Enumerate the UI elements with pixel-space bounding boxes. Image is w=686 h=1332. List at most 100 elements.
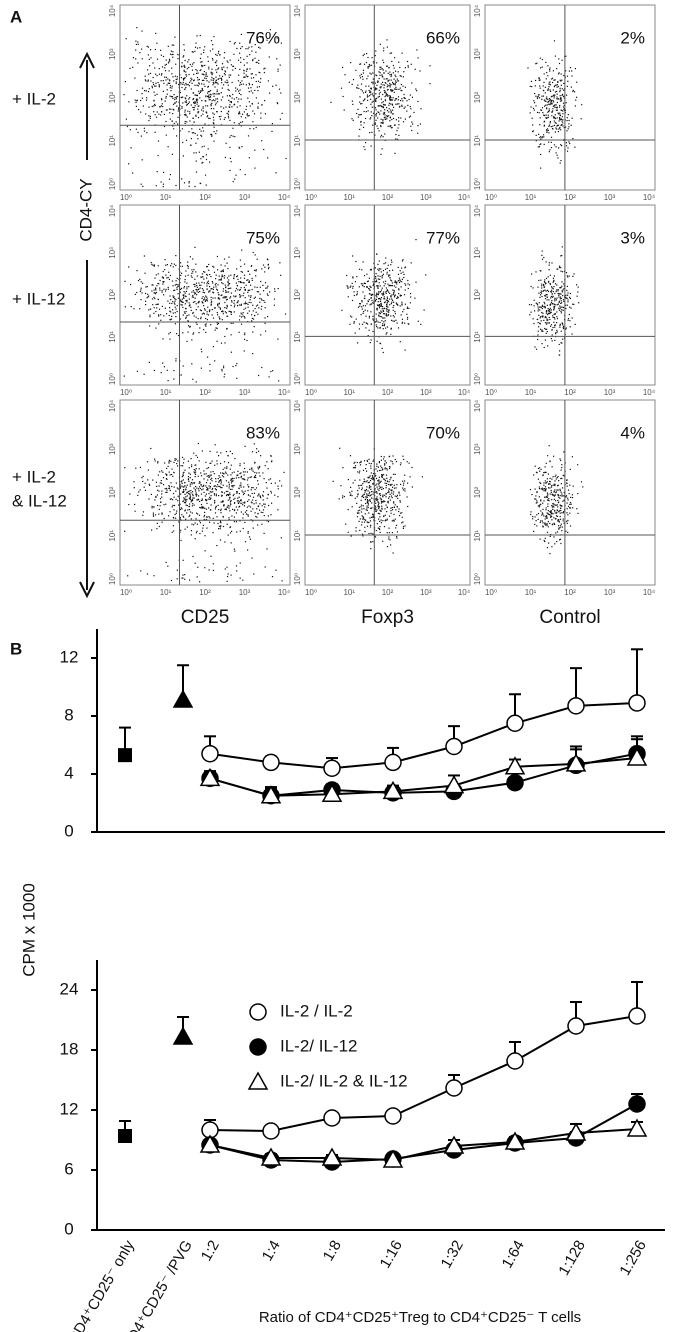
event-dot <box>192 294 194 297</box>
event-dot <box>224 117 226 119</box>
event-dot <box>150 447 152 450</box>
event-dot <box>536 318 538 320</box>
event-dot <box>262 284 264 286</box>
event-dot <box>232 127 234 129</box>
event-dot <box>180 493 182 495</box>
event-dot <box>367 110 369 112</box>
event-dot <box>210 299 212 301</box>
event-dot <box>209 474 211 476</box>
event-dot <box>267 316 269 318</box>
event-dot <box>248 301 250 303</box>
event-dot <box>372 460 374 462</box>
event-dot <box>374 505 377 507</box>
event-dot <box>234 290 237 292</box>
event-dot <box>383 72 385 74</box>
event-dot <box>392 493 394 495</box>
event-dot <box>379 497 381 499</box>
event-dot <box>182 472 184 474</box>
event-dot <box>389 274 391 276</box>
event-dot <box>153 506 155 508</box>
event-dot <box>407 66 409 68</box>
event-dot <box>187 102 190 105</box>
event-dot <box>558 147 560 149</box>
event-dot <box>370 91 372 93</box>
event-dot <box>355 530 357 532</box>
event-dot <box>193 291 195 293</box>
event-dot <box>239 113 241 115</box>
event-dot <box>252 318 255 320</box>
event-dot <box>531 273 533 275</box>
event-dot <box>535 520 537 522</box>
event-dot <box>172 53 174 55</box>
event-dot <box>393 487 396 489</box>
event-dot <box>393 91 395 93</box>
event-dot <box>170 108 172 110</box>
event-dot <box>376 509 378 511</box>
event-dot <box>225 312 227 314</box>
event-dot <box>143 255 145 257</box>
event-dot <box>214 485 216 487</box>
event-dot <box>146 286 148 288</box>
event-dot <box>270 482 272 484</box>
event-dot <box>230 292 233 294</box>
event-dot <box>538 77 540 79</box>
event-dot <box>166 264 168 266</box>
event-dot <box>205 299 207 301</box>
event-dot <box>255 80 257 83</box>
event-dot <box>193 269 195 271</box>
event-dot <box>535 63 537 65</box>
event-dot <box>348 81 350 83</box>
event-dot <box>397 266 399 268</box>
event-dot <box>574 68 576 70</box>
event-dot <box>237 301 239 303</box>
event-dot <box>167 276 169 279</box>
event-dot <box>160 54 162 56</box>
event-dot <box>220 294 222 297</box>
event-dot <box>550 295 552 298</box>
row-label: + IL-2 <box>12 89 56 108</box>
event-dot <box>258 493 260 495</box>
event-dot <box>183 286 186 288</box>
event-dot <box>381 68 383 70</box>
event-dot <box>388 481 390 483</box>
event-dot <box>556 93 558 95</box>
event-dot <box>196 285 198 287</box>
axis-tick-label: 10⁰ <box>485 388 497 397</box>
event-dot <box>247 115 249 117</box>
event-dot <box>233 122 235 124</box>
event-dot <box>219 480 221 482</box>
event-dot <box>213 307 216 309</box>
event-dot <box>402 121 405 123</box>
event-dot <box>176 333 178 335</box>
event-dot <box>556 109 558 111</box>
event-dot <box>382 496 384 498</box>
event-dot <box>553 79 555 81</box>
event-dot <box>394 152 396 154</box>
event-dot <box>164 488 166 490</box>
event-dot <box>392 299 394 301</box>
event-dot <box>543 73 545 75</box>
event-dot <box>223 476 225 478</box>
event-dot <box>395 286 397 288</box>
event-dot <box>544 279 546 281</box>
event-dot <box>189 477 191 479</box>
event-dot <box>411 82 413 84</box>
event-dot <box>558 309 561 311</box>
event-dot <box>144 489 147 491</box>
event-dot <box>205 184 207 186</box>
event-dot <box>382 103 385 106</box>
event-dot <box>546 331 548 333</box>
event-dot <box>246 114 248 116</box>
event-dot <box>554 84 556 87</box>
event-dot <box>181 480 183 482</box>
event-dot <box>411 96 413 98</box>
event-dot <box>393 484 395 486</box>
event-dot <box>358 87 360 89</box>
event-dot <box>543 134 545 136</box>
event-dot <box>559 89 561 91</box>
event-dot <box>193 152 195 154</box>
event-dot <box>226 306 228 308</box>
event-dot <box>545 290 547 292</box>
event-dot <box>162 183 165 185</box>
event-dot <box>366 496 368 498</box>
